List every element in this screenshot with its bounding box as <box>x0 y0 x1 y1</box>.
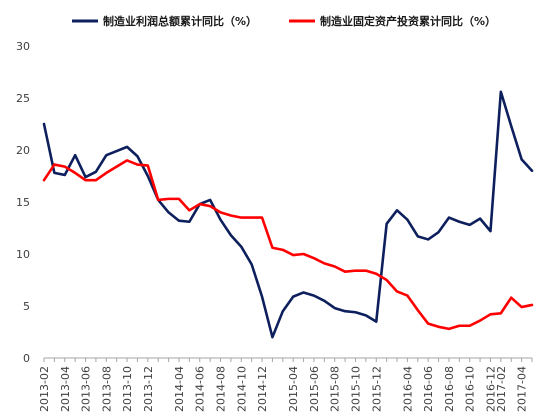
x-axis: 2013-02 2013-04 2013-06 2013-08 2013-10 2013-… <box>38 357 533 412</box>
y-tick-label: 5 <box>23 300 30 313</box>
x-tick-label: 2015-04 <box>287 366 300 412</box>
x-tick-label: 2013-02 <box>38 366 51 412</box>
x-tick-label: 2013-08 <box>100 366 113 412</box>
series-line-profit <box>42 90 534 339</box>
y-tick-label: 30 <box>16 40 30 53</box>
x-tick-label: 2016-08 <box>443 366 456 412</box>
x-tick-label: 2013-10 <box>121 366 134 412</box>
x-tick-label: 2015-06 <box>308 366 321 412</box>
legend-label-profit: 制造业利润总额累计同比（%） <box>103 14 257 28</box>
y-axis: 0 5 10 15 20 25 30 <box>16 40 30 365</box>
x-tick-label: 2015-12 <box>370 366 383 412</box>
series-line-investment <box>42 159 534 331</box>
series-layer <box>42 90 534 339</box>
x-tick-label: 2014-06 <box>194 366 207 412</box>
x-tick-label: 2015-10 <box>349 366 362 412</box>
y-tick-label: 15 <box>16 196 30 209</box>
legend-label-investment: 制造业固定资产投资累计同比（%） <box>320 14 496 28</box>
x-tick-label: 2014-12 <box>256 366 269 412</box>
x-tick-label: 2017-04 <box>516 366 529 412</box>
y-tick-label: 0 <box>23 352 30 365</box>
y-tick-label: 10 <box>16 248 30 261</box>
x-tick-label: 2016-06 <box>422 366 435 412</box>
x-tick-label: 2015-08 <box>329 366 342 412</box>
x-tick-label: 2016-04 <box>401 366 414 412</box>
x-tick-label: 2014-04 <box>173 366 186 412</box>
x-tick-label: 2017-02 <box>495 366 508 412</box>
y-tick-label: 20 <box>16 144 30 157</box>
legend: 制造业利润总额累计同比（%） 制造业固定资产投资累计同比（%） <box>72 14 496 28</box>
y-tick-label: 25 <box>16 92 30 105</box>
x-tick-label: 2013-12 <box>142 366 155 412</box>
x-tick-label: 2013-04 <box>59 366 72 412</box>
x-tick-label: 2014-08 <box>215 366 228 412</box>
x-tick-label: 2013-06 <box>80 366 93 412</box>
x-tick-label: 2014-10 <box>235 366 248 412</box>
x-tick-label: 2016-12 <box>484 366 497 412</box>
x-tick-label: 2016-10 <box>464 366 477 412</box>
